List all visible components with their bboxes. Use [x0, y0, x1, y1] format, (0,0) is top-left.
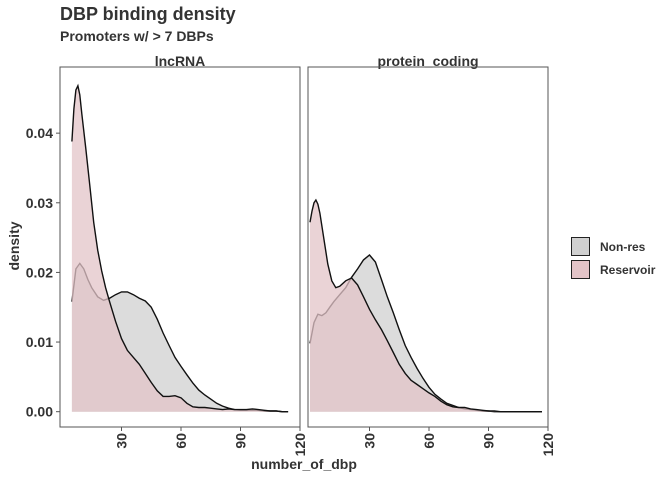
x-tick-label: 120 — [292, 433, 308, 457]
x-tick-label: 90 — [481, 433, 497, 449]
x-axis-label: number_of_dbp — [251, 456, 357, 472]
y-axis-label: density — [6, 221, 22, 270]
x-tick-label: 60 — [421, 433, 437, 449]
x-tick-label: 90 — [233, 433, 249, 449]
panel-lncrna: lncRNA 30 60 90 120 — [59, 53, 308, 457]
chart-subtitle: Promoters w/ > 7 DBPs — [60, 28, 214, 44]
chart-title: DBP binding density — [60, 4, 236, 24]
panel-border — [307, 66, 549, 428]
x-tick-label: 30 — [362, 433, 378, 449]
y-tick-label: 0.01 — [26, 334, 53, 350]
y-tick-label: 0.00 — [26, 404, 53, 420]
legend-item-reservoir: Reservoir — [571, 258, 655, 281]
legend-key-non-res — [571, 237, 590, 256]
legend-label-non-res: Non-res — [600, 239, 646, 254]
legend-key-reservoir — [571, 260, 590, 279]
density-area-reservoir — [310, 200, 542, 412]
facet-label-protein-coding: protein_coding — [377, 53, 478, 69]
y-tick-label: 0.02 — [26, 264, 53, 280]
x-tick-label: 30 — [114, 433, 130, 449]
density-line-reservoir — [71, 83, 289, 413]
facet-label-lncrna: lncRNA — [155, 53, 206, 69]
density-area-reservoir — [71, 85, 289, 412]
legend-label-reservoir: Reservoir — [600, 262, 656, 277]
y-tick-label: 0.03 — [26, 195, 53, 211]
legend-item-non-res: Non-res — [571, 235, 655, 258]
panel-border — [59, 66, 301, 428]
panel-protein-coding: protein_coding 30 60 90 120 — [307, 53, 556, 457]
legend: Non-res Reservoir — [571, 235, 655, 281]
y-tick-label: 0.04 — [26, 125, 53, 141]
x-tick-label: 60 — [173, 433, 189, 449]
x-tick-label: 120 — [540, 433, 556, 457]
density-line-reservoir — [309, 198, 542, 413]
